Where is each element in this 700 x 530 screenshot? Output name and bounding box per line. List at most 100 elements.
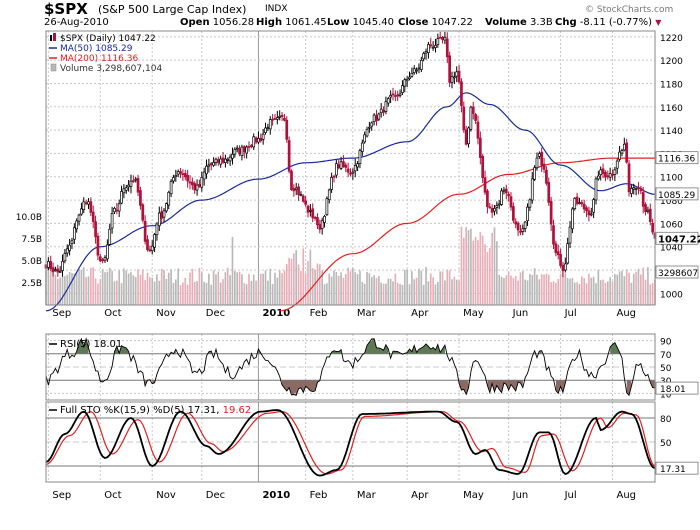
- x-tick-label-price: Jul: [564, 308, 577, 319]
- candle-body: [625, 142, 629, 163]
- candle-body: [509, 196, 513, 208]
- volume-bar: [217, 271, 220, 305]
- candle-body: [568, 226, 572, 244]
- candle-body: [174, 175, 178, 178]
- volume-bar: [517, 280, 519, 305]
- candle-body: [443, 36, 447, 41]
- rsi-tick-label: 50: [660, 364, 672, 374]
- volume-bar: [514, 276, 517, 305]
- candle-body: [247, 146, 251, 148]
- volume-bar: [97, 283, 99, 305]
- chg-label: Chg: [555, 17, 577, 28]
- volume-bar: [604, 282, 607, 305]
- x-tick-label-bottom: Dec: [206, 490, 225, 501]
- candle-body: [448, 55, 451, 83]
- volume-bar: [333, 270, 335, 305]
- volume-bar: [290, 258, 293, 305]
- candle-body: [193, 183, 197, 191]
- volume-bar: [149, 277, 151, 305]
- volume-bar: [174, 279, 177, 305]
- volume-bar: [210, 284, 213, 305]
- volume-bar: [588, 273, 590, 305]
- volume-bar: [552, 281, 555, 305]
- x-tick-label-bottom: Feb: [310, 490, 328, 501]
- candle-body: [84, 202, 88, 205]
- candle-body: [481, 156, 485, 179]
- volume-bar: [267, 280, 269, 305]
- x-tick-label-bottom: Apr: [411, 490, 429, 501]
- x-tick-label-price: 2010: [262, 308, 290, 319]
- volume-bar: [123, 268, 125, 305]
- volume-bar: [647, 267, 649, 305]
- sto-panel-border: [45, 401, 656, 483]
- volume-bar: [141, 269, 144, 305]
- legend-ma50: MA(50) 1085.29: [60, 44, 133, 54]
- candle-body: [202, 171, 206, 180]
- candle-body: [530, 178, 534, 201]
- volume-bar: [399, 284, 401, 305]
- volume-bar: [304, 273, 307, 305]
- candle-body: [290, 170, 293, 190]
- candle-body: [476, 121, 480, 139]
- price-tick-label: 1180: [660, 80, 683, 90]
- volume-bar: [54, 274, 57, 305]
- price-tick-label: 1160: [660, 104, 683, 114]
- candle-body: [587, 210, 591, 216]
- candle-body: [561, 264, 565, 272]
- volume-bar: [455, 279, 458, 305]
- candle-body: [65, 248, 69, 254]
- candle-body: [644, 204, 647, 212]
- volume-bar: [252, 274, 255, 305]
- candle-body: [630, 188, 633, 194]
- volume-bar: [434, 284, 437, 305]
- quote-close: Close 1047.22: [398, 17, 473, 28]
- candle-body: [181, 173, 185, 176]
- x-tick-label-bottom: Mar: [357, 490, 377, 501]
- volume-bar: [394, 273, 397, 305]
- candle-body: [87, 201, 90, 205]
- volume-bar: [484, 244, 486, 305]
- volume-bar: [472, 240, 475, 305]
- legend-volume: Volume 3,298,607,104: [60, 64, 162, 74]
- legend-ma200: MA(200) 1116.36: [60, 54, 138, 64]
- candle-body: [528, 199, 532, 208]
- candle-body: [169, 181, 173, 194]
- volume-bar: [628, 272, 630, 305]
- volume-bar: [340, 272, 342, 305]
- volume-bar: [614, 274, 616, 305]
- candle-body: [330, 177, 333, 190]
- candle-body: [641, 192, 645, 207]
- volume-bar: [451, 279, 453, 305]
- candle-body: [231, 153, 234, 159]
- candle-body: [360, 142, 364, 152]
- candle-body: [278, 115, 282, 118]
- candle-body: [160, 211, 164, 219]
- candle-body: [299, 194, 303, 196]
- volume-bar: [595, 283, 597, 305]
- candle-body: [563, 263, 567, 271]
- x-tick-label-price: Sep: [52, 308, 71, 319]
- volume-bar: [467, 230, 470, 305]
- volume-bar: [479, 231, 482, 305]
- volume-bar: [165, 278, 168, 305]
- volume-bar: [347, 267, 349, 305]
- candle-body: [186, 174, 189, 182]
- volume-bar: [248, 273, 250, 305]
- candle-body: [51, 267, 55, 273]
- tag-ma50: 1085.29: [658, 191, 695, 201]
- volume-bar: [75, 271, 78, 305]
- candle-body: [419, 60, 423, 70]
- volume-bar: [302, 248, 305, 305]
- sto-tick-label: 80: [660, 415, 672, 425]
- candle-body: [379, 108, 383, 114]
- volume-bar: [236, 272, 239, 305]
- candle-body: [58, 270, 62, 273]
- ma200-line: [279, 157, 655, 312]
- candle-body: [405, 78, 409, 82]
- volume-bar: [111, 270, 113, 305]
- candle-body: [592, 199, 595, 213]
- volume-bar: [621, 270, 623, 305]
- candle-body: [578, 202, 581, 205]
- volume-bar: [377, 276, 380, 305]
- volume-bar: [113, 281, 116, 305]
